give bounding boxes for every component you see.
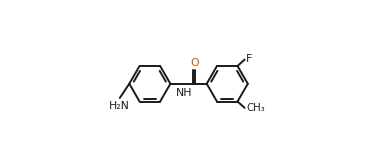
Text: O: O xyxy=(190,58,199,68)
Text: F: F xyxy=(246,54,252,64)
Text: CH₃: CH₃ xyxy=(246,103,265,113)
Text: H₂N: H₂N xyxy=(109,101,130,111)
Text: NH: NH xyxy=(176,88,192,98)
